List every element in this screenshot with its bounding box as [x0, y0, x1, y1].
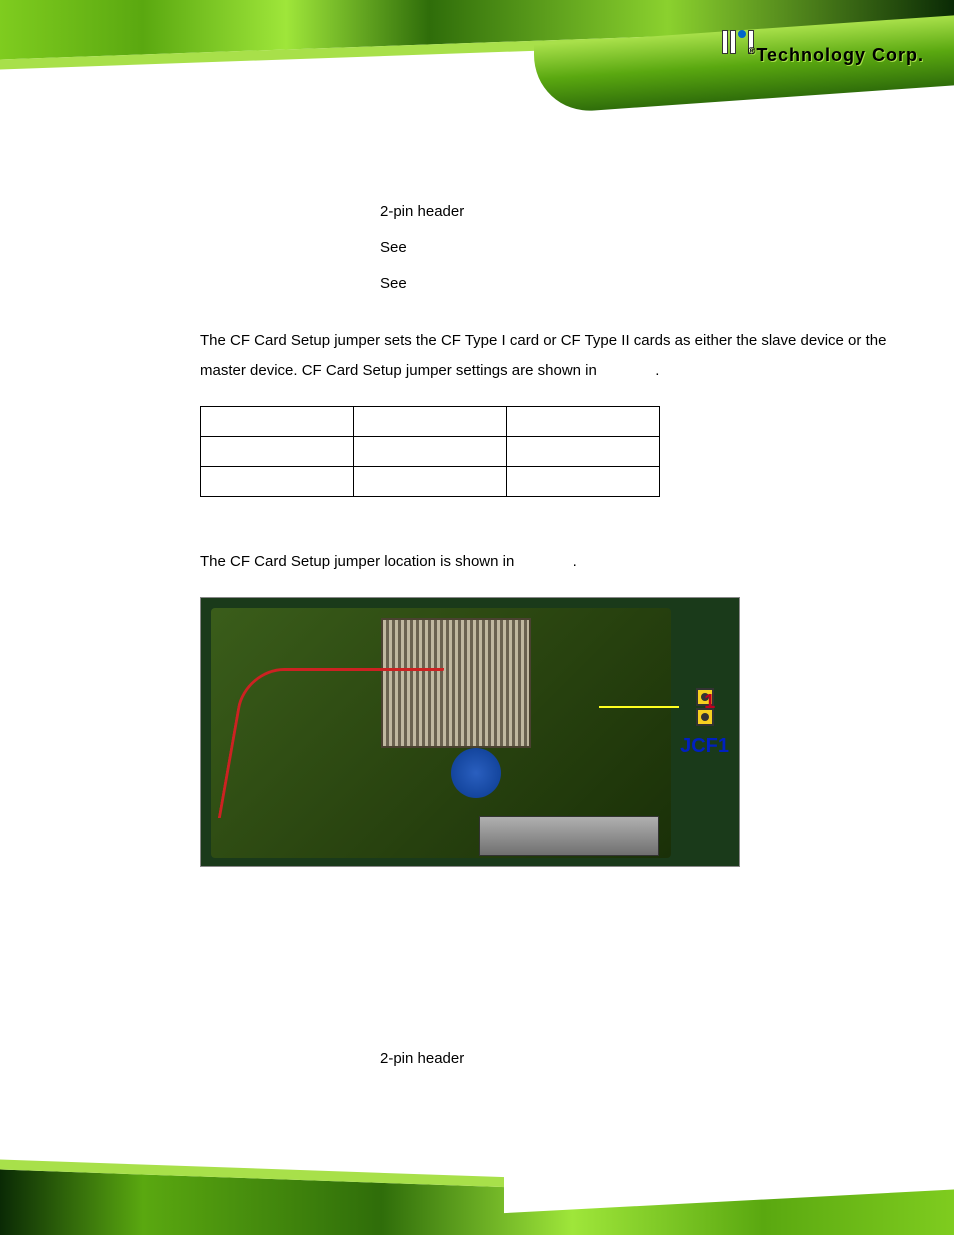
header-banner: ®Technology Corp. [0, 0, 954, 110]
body-paragraph-2: The CF Card Setup jumper location is sho… [200, 547, 890, 577]
jumper-name-label: JCF1 [680, 730, 729, 762]
board-ports [479, 816, 659, 856]
board-wires [218, 668, 444, 818]
table-cell [201, 437, 354, 467]
brand-name: Technology Corp. [756, 45, 924, 65]
board-photo-figure: 1 JCF1 [200, 597, 740, 867]
jumper-settings-table [200, 406, 660, 497]
body-p2-period: . [573, 553, 577, 570]
table-row [201, 467, 660, 497]
table-row [201, 407, 660, 437]
table-cell [507, 437, 660, 467]
body-paragraph-1: The CF Card Setup jumper sets the CF Typ… [200, 326, 890, 386]
spec-block-1: 2-pin header See See [200, 200, 890, 296]
table-row [201, 437, 660, 467]
table-cell [354, 467, 507, 497]
body-p1-period: . [655, 362, 659, 379]
jumper-pins-icon: 1 [680, 688, 729, 726]
footer-banner [0, 1135, 954, 1235]
spec1-line3: See [380, 275, 407, 292]
jumper-callout-line [599, 706, 679, 708]
spec1-line2: See [380, 239, 407, 256]
jumper-callout: 1 JCF1 [680, 688, 729, 762]
table-cell [354, 407, 507, 437]
brand-text: ®Technology Corp. [748, 45, 924, 66]
board-battery [451, 748, 501, 798]
body-p2-text: The CF Card Setup jumper location is sho… [200, 553, 514, 570]
body-p1-text: The CF Card Setup jumper sets the CF Typ… [200, 332, 886, 379]
table-cell [507, 467, 660, 497]
spec2-line1: 2-pin header [380, 1050, 464, 1067]
table-cell [354, 437, 507, 467]
spec1-line1: 2-pin header [380, 203, 464, 220]
table-cell [201, 467, 354, 497]
table-cell [201, 407, 354, 437]
footer-right-sweep [504, 1067, 954, 1213]
table-cell [507, 407, 660, 437]
pin1-label: 1 [704, 686, 715, 718]
page-content: 2-pin header See See The CF Card Setup j… [200, 200, 890, 1155]
